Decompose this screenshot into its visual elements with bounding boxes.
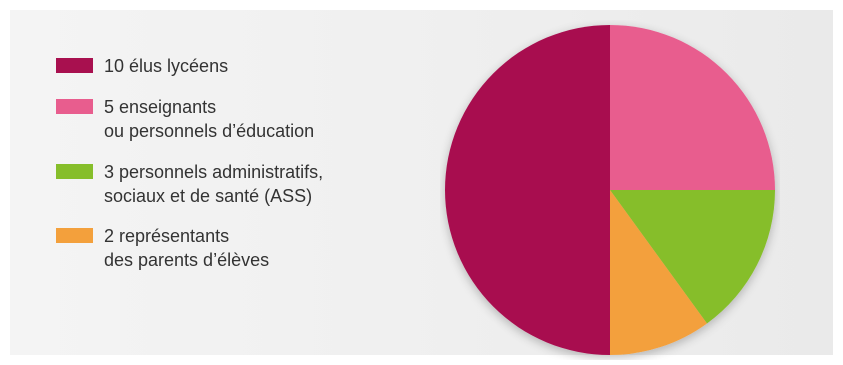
legend-label-enseignants-line1: 5 enseignants — [104, 97, 217, 117]
legend-label-parents-line2: des parents d’élèves — [104, 250, 270, 270]
legend-item-ass: 3 personnels administratifs, sociaux et … — [56, 160, 323, 208]
legend-item-enseignants: 5 enseignants ou personnels d’éducation — [56, 95, 323, 143]
pie-slices — [445, 25, 775, 355]
legend-label-parents-line1: 2 représentants — [104, 226, 230, 246]
legend-label-ass-line2: sociaux et de santé (ASS) — [104, 186, 313, 206]
slice-enseignants — [610, 25, 775, 190]
legend-swatch-ass — [56, 164, 93, 179]
slice-eleves — [445, 25, 610, 355]
pie-svg — [445, 25, 775, 355]
legend-item-eleves: 10 élus lycéens — [56, 54, 323, 78]
legend-label-ass-line1: 3 personnels administratifs, — [104, 162, 324, 182]
legend-swatch-eleves — [56, 58, 93, 73]
chart-legend: 10 élus lycéens 5 enseignants ou personn… — [56, 54, 323, 286]
slice-ass — [610, 190, 775, 324]
legend-label-eleves-line1: 10 élus lycéens — [104, 56, 229, 76]
legend-label-enseignants-line2: ou personnels d’éducation — [104, 121, 315, 141]
slice-parents — [610, 190, 707, 355]
chart-card: 10 élus lycéens 5 enseignants ou personn… — [10, 10, 833, 355]
legend-swatch-enseignants — [56, 99, 93, 114]
legend-item-parents: 2 représentants des parents d’élèves — [56, 224, 323, 272]
legend-swatch-parents — [56, 228, 93, 243]
pie-chart — [440, 20, 780, 360]
